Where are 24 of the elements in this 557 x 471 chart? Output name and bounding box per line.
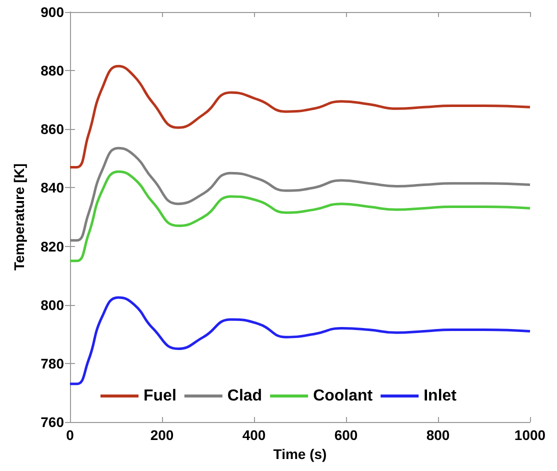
legend-label: Clad: [227, 388, 262, 404]
x-tick-label: 0: [66, 427, 74, 443]
x-tick-label: 400: [242, 427, 266, 443]
y-tick-label: 820: [40, 238, 64, 254]
y-tick-label: 840: [40, 180, 64, 196]
x-tick-label: 800: [426, 427, 450, 443]
y-tick-label: 800: [40, 296, 64, 313]
legend-label: Fuel: [144, 388, 176, 404]
y-tick-label: 860: [40, 121, 64, 138]
x-tick-label: 600: [334, 427, 358, 443]
x-tick-label: 1000: [514, 427, 546, 443]
line-series: [68, 146, 532, 242]
legend-label: Inlet: [424, 388, 458, 404]
line-series: [68, 64, 532, 168]
x-tick-label: 200: [150, 427, 174, 443]
x-axis-title: Time (s): [273, 446, 327, 462]
y-tick-label: 880: [40, 62, 64, 79]
line-series: [68, 170, 532, 262]
line-series: [68, 296, 532, 386]
y-axis-title: Temperature [K]: [11, 163, 27, 271]
y-tick-label: 760: [40, 414, 64, 430]
y-tick-label: 900: [40, 4, 64, 20]
legend-label: Coolant: [313, 388, 374, 404]
y-tick-label: 780: [40, 355, 64, 372]
